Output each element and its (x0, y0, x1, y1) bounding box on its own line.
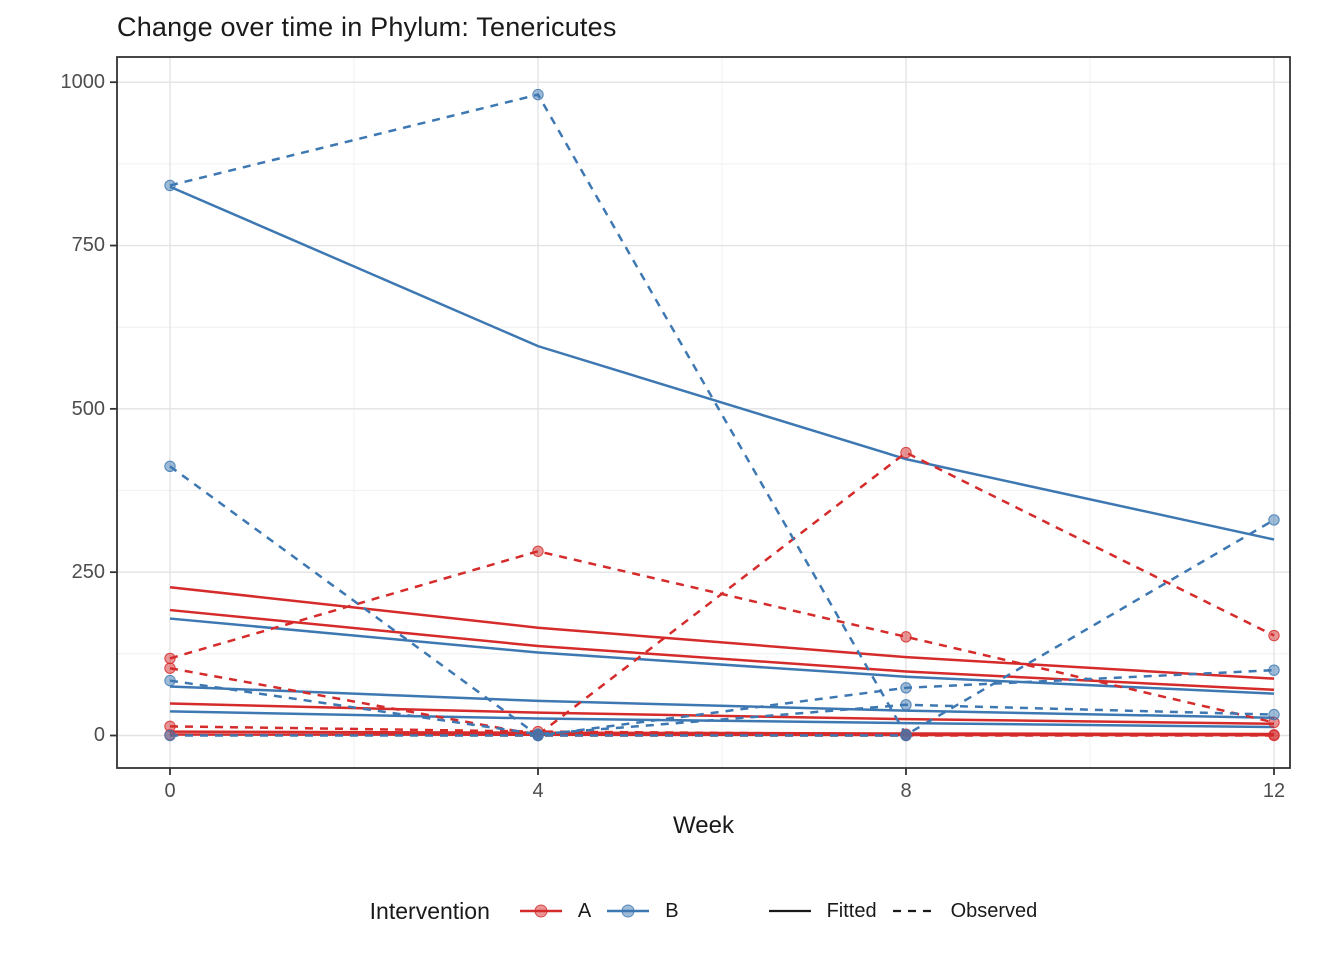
panel-background (117, 57, 1290, 768)
y-tick-label-0: 0 (93, 724, 105, 746)
legend-label-a: A (577, 899, 592, 922)
B-fitted-line (169, 710, 1275, 729)
x-tick-label-12: 12 (1262, 780, 1286, 802)
data-point-B (164, 729, 176, 742)
B-observed-line (169, 465, 1275, 737)
x-tick-label-0: 0 (164, 780, 176, 802)
B-fitted-line (169, 617, 1275, 695)
data-point-B (900, 699, 912, 711)
x-tick-label-4: 4 (532, 780, 544, 802)
data-point-B (532, 729, 544, 742)
data-point-B (164, 674, 176, 687)
data-point-B (532, 88, 544, 101)
data-point-B (164, 460, 176, 473)
data-point-B (900, 729, 912, 742)
data-point-B (900, 682, 912, 694)
data-point-B (1268, 664, 1280, 676)
data-point-A (164, 652, 176, 665)
A-fitted-line (169, 585, 1275, 680)
legend-label-fitted: Fitted (826, 899, 877, 922)
B-observed-line (169, 679, 1275, 736)
legend-key-b-icon (607, 904, 650, 918)
y-tick-label-500: 500 (71, 398, 105, 420)
x-axis-title: Week (673, 812, 734, 839)
panel-border (116, 56, 1291, 769)
legend-label-observed: Observed (950, 899, 1038, 922)
data-point-B (164, 179, 176, 192)
y-tick-label-750: 750 (71, 234, 105, 256)
legend-key-a-icon (519, 904, 562, 918)
data-point-A (900, 446, 912, 459)
legend-title: Intervention (369, 897, 490, 924)
data-point-B (1268, 708, 1280, 721)
y-tick-label-1000: 1000 (60, 71, 106, 93)
chart-title: Change over time in Phylum: Tenericutes (117, 12, 617, 42)
A-observed-line (169, 451, 1275, 737)
y-tick-label-250: 250 (71, 561, 105, 583)
data-point-A (532, 545, 544, 557)
data-point-A (1268, 629, 1280, 642)
data-point-A (164, 662, 176, 674)
data-point-B (1268, 514, 1280, 526)
x-tick-label-8: 8 (900, 780, 912, 802)
data-point-A (1268, 729, 1280, 742)
legend-key-observed-icon (892, 909, 935, 913)
B-fitted-line (169, 185, 1275, 541)
legend-key-fitted-icon (768, 909, 811, 913)
legend: Intervention A B Fitted Observed (117, 889, 1290, 933)
data-point-A (900, 631, 912, 643)
legend-label-b: B (665, 899, 679, 922)
B-fitted-line (169, 685, 1275, 720)
